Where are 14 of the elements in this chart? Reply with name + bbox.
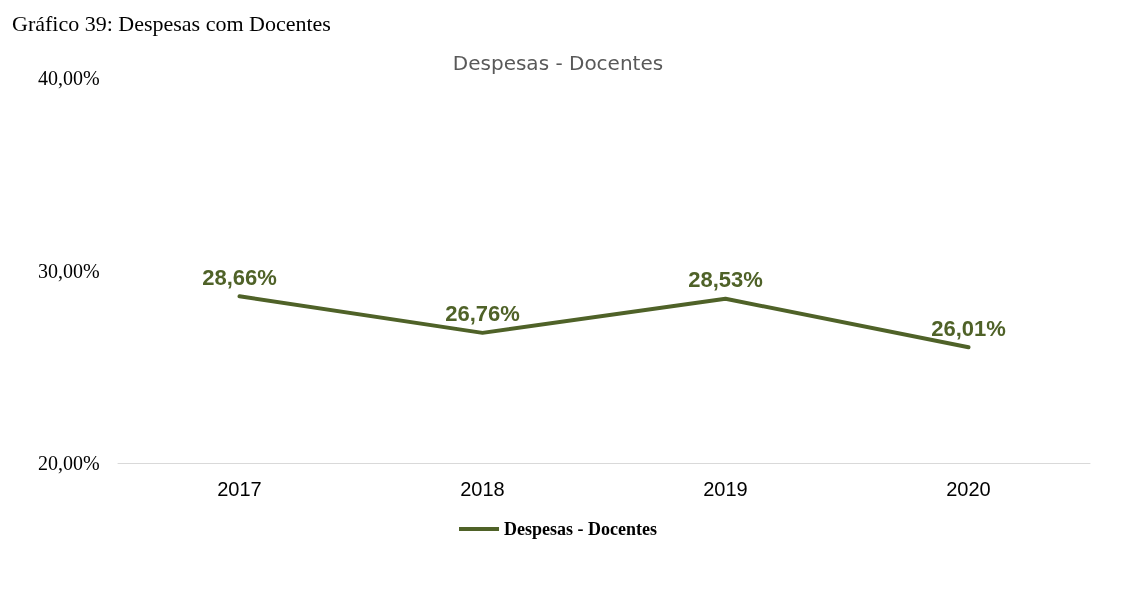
text: Gráfico 39: Despesas com Docentes [12, 10, 331, 36]
chart-title: Despesas - Docentes [452, 51, 664, 75]
x-tick-label: 2017 [217, 478, 262, 500]
x-tick-label: 2018 [460, 478, 505, 500]
data-label: 26,76% [445, 301, 520, 327]
x-tick-label: 2020 [946, 478, 991, 500]
y-tick-label: 20,00% [38, 452, 100, 474]
data-label: 26,01% [931, 315, 1006, 341]
data-label: 28,66% [202, 264, 277, 290]
y-tick-label: 40,00% [38, 67, 100, 89]
data-label: 28,53% [688, 267, 763, 293]
x-tick-label: 2019 [703, 478, 748, 500]
legend-label: Despesas - Docentes [504, 519, 657, 539]
y-tick-label: 30,00% [38, 259, 100, 282]
